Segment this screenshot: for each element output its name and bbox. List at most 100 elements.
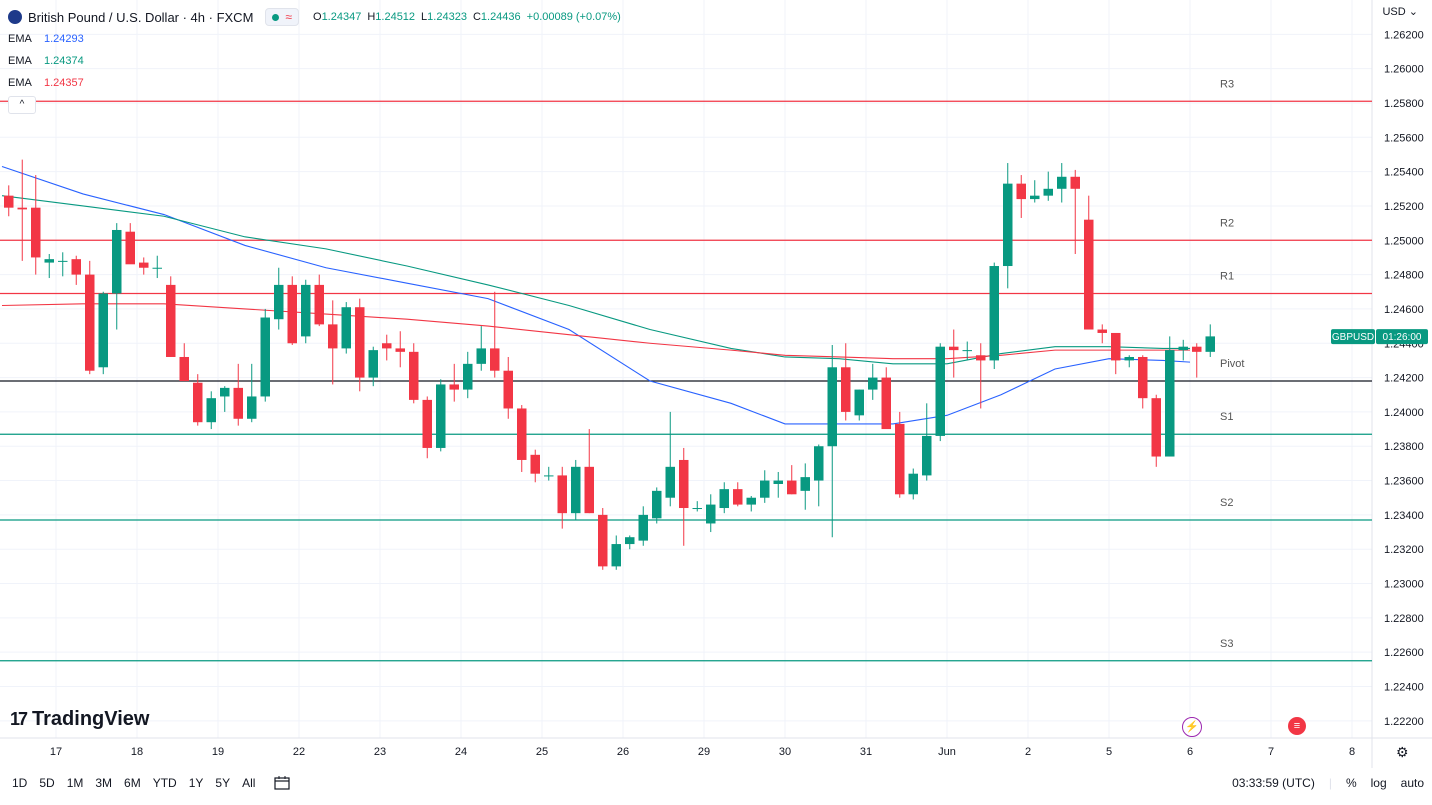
collapse-legend-button[interactable]: ^ <box>8 96 36 114</box>
high-value: 1.24512 <box>375 11 416 23</box>
ema-row-2[interactable]: EMA 1.24374 <box>8 55 84 67</box>
x-tick-label: 25 <box>536 746 548 758</box>
x-tick-label: 29 <box>698 746 710 758</box>
pivot-label-s3: S3 <box>1220 638 1233 650</box>
candle-body <box>530 454 540 474</box>
ema-row-1[interactable]: EMA 1.24293 <box>8 33 84 45</box>
symbol-title[interactable]: British Pound / U.S. Dollar · 4h · FXCM <box>28 9 254 25</box>
x-tick-label: 26 <box>617 746 629 758</box>
candle-body <box>854 389 864 416</box>
x-tick-label: 23 <box>374 746 386 758</box>
candle-body <box>314 284 324 325</box>
auto-toggle[interactable]: auto <box>1400 776 1424 790</box>
candle-body <box>800 477 810 491</box>
candle-body <box>476 348 486 364</box>
candle-body <box>274 284 284 320</box>
candle-body <box>1178 346 1188 351</box>
candle-body <box>814 446 824 481</box>
candle-body <box>962 350 972 352</box>
percent-toggle[interactable]: % <box>1345 776 1357 790</box>
flag-icon <box>8 10 22 24</box>
y-tick-label: 1.24000 <box>1384 407 1424 419</box>
timeframe-3m[interactable]: 3M <box>95 776 113 790</box>
ohlc-values: O1.24347 H1.24512 L1.24323 C1.24436 +0.00089… <box>313 11 621 23</box>
timeframe-1y[interactable]: 1Y <box>188 776 204 790</box>
candle-body <box>1003 183 1013 267</box>
y-tick-label: 1.22600 <box>1384 647 1424 659</box>
y-tick-label: 1.23600 <box>1384 476 1424 488</box>
pivot-label-r3: R3 <box>1220 78 1234 90</box>
candle-body <box>490 348 500 371</box>
x-tick-label: 19 <box>212 746 224 758</box>
y-tick-label: 1.22800 <box>1384 613 1424 625</box>
ema-value: 1.24293 <box>44 33 84 45</box>
candle-body <box>841 367 851 412</box>
calendar-icon[interactable] <box>273 775 291 791</box>
x-tick-label: 18 <box>131 746 143 758</box>
x-tick-label: 30 <box>779 746 791 758</box>
candle-body <box>58 260 68 262</box>
candle-body <box>179 356 189 382</box>
candle-body <box>112 229 122 294</box>
currency-selector[interactable]: USD ⌄ <box>1382 6 1418 18</box>
market-status[interactable]: ≈ <box>265 8 299 26</box>
candle-body <box>368 350 378 378</box>
countdown-badge <box>1376 329 1428 345</box>
bottom-toolbar: 1D 5D 1M 3M 6M YTD 1Y 5Y All 03:33:59 (U… <box>12 775 1424 791</box>
candle-body <box>395 348 405 352</box>
candle-body <box>287 284 297 344</box>
candle-body <box>571 466 581 514</box>
x-tick-label: 2 <box>1025 746 1031 758</box>
change-value: +0.00089 (+0.07%) <box>526 11 621 23</box>
candle-body <box>584 466 594 514</box>
lightning-event-icon[interactable]: ⚡ <box>1182 717 1202 737</box>
y-tick-label: 1.25200 <box>1384 201 1424 213</box>
x-tick-label: 24 <box>455 746 467 758</box>
settings-gear-icon[interactable]: ⚙ <box>1396 744 1409 760</box>
wave-icon: ≈ <box>285 10 292 24</box>
tradingview-logo[interactable]: 17 TradingView <box>10 708 149 731</box>
timeframe-5y[interactable]: 5Y <box>215 776 231 790</box>
candle-body <box>679 459 689 509</box>
candle-body <box>301 284 311 337</box>
timeframe-5d[interactable]: 5D <box>39 776 55 790</box>
timeframe-ytd[interactable]: YTD <box>152 776 177 790</box>
log-toggle[interactable]: log <box>1370 776 1387 790</box>
candle-body <box>125 231 135 265</box>
pivot-label-r1: R1 <box>1220 270 1234 282</box>
x-tick-label: 31 <box>860 746 872 758</box>
pivot-label-r2: R2 <box>1220 217 1234 229</box>
timeframe-1m[interactable]: 1M <box>66 776 84 790</box>
ema-line-3 <box>1 303 1190 360</box>
price-chart[interactable]: R3 R2 R1 Pivot S1 S2 S3 1.26200 1.26000 1.25800 1.… <box>0 0 1432 768</box>
ema-value: 1.24374 <box>44 55 84 67</box>
y-tick-label: 1.23000 <box>1384 579 1424 591</box>
utc-clock[interactable]: 03:33:59 (UTC) <box>1232 776 1315 790</box>
ema-row-3[interactable]: EMA 1.24357 <box>8 77 84 89</box>
candle-body <box>17 207 27 210</box>
chevron-down-icon: ⌄ <box>1408 6 1418 18</box>
candle-body <box>1070 176 1080 189</box>
y-tick-label: 1.22200 <box>1384 716 1424 728</box>
us-flag-event-icon[interactable]: ≡ <box>1288 717 1306 735</box>
candle-body <box>260 317 270 397</box>
ema-value: 1.24357 <box>44 77 84 89</box>
timeframe-all[interactable]: All <box>242 776 256 790</box>
candle-body <box>773 480 783 484</box>
y-tick-label: 1.25400 <box>1384 167 1424 179</box>
timeframe-1d[interactable]: 1D <box>12 776 28 790</box>
candle-body <box>1124 356 1134 361</box>
x-tick-label: 22 <box>293 746 305 758</box>
candle-body <box>463 363 473 390</box>
candle-body <box>1084 219 1094 330</box>
pivot-label-pivot: Pivot <box>1220 358 1244 370</box>
timeframe-6m[interactable]: 6M <box>124 776 141 790</box>
low-value: 1.24323 <box>427 11 467 23</box>
candle-body <box>409 351 419 400</box>
candle-body <box>719 489 729 509</box>
pivot-label-s2: S2 <box>1220 497 1233 509</box>
candle-body <box>436 384 446 448</box>
candle-body <box>760 480 770 498</box>
x-tick-label: 17 <box>50 746 62 758</box>
symbol-tag-badge[interactable] <box>1331 329 1375 345</box>
